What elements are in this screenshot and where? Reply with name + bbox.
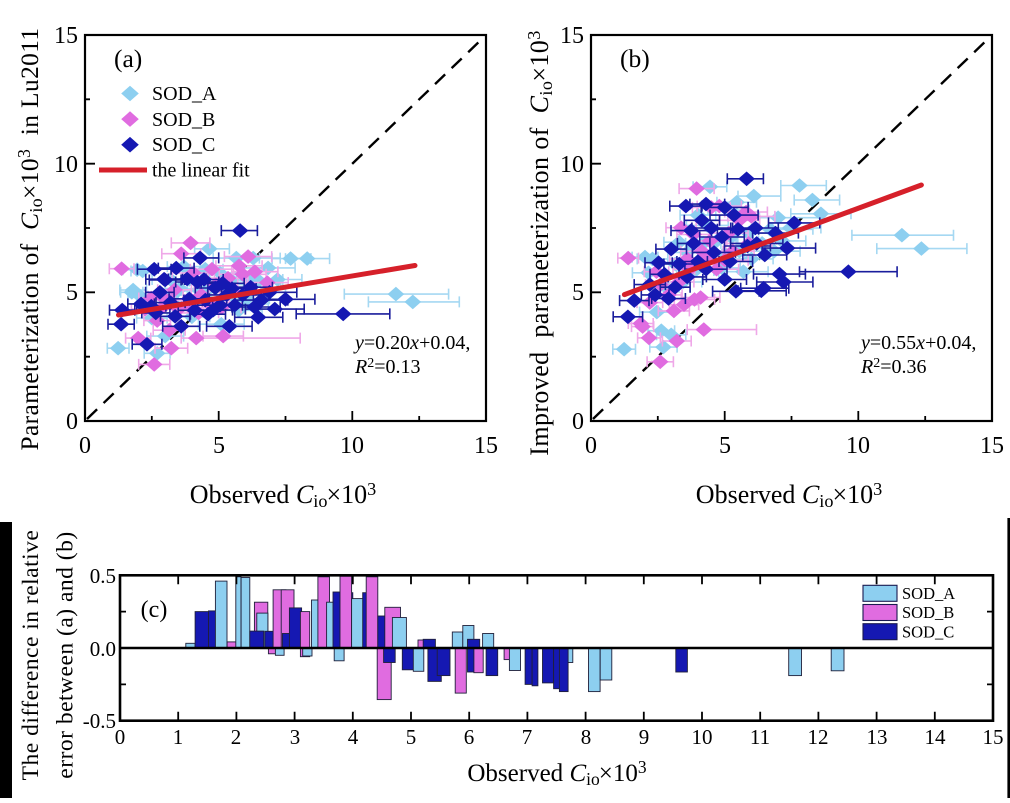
svg-text:error between (a) and (b): error between (a) and (b): [53, 531, 79, 778]
svg-text:5: 5: [719, 433, 731, 459]
svg-text:the linear fit: the linear fit: [152, 160, 250, 182]
svg-text:SOD_B: SOD_B: [152, 109, 215, 131]
svg-text:10: 10: [846, 433, 870, 459]
svg-text:(c): (c): [141, 597, 168, 623]
svg-text:8: 8: [581, 725, 592, 749]
svg-text:15: 15: [560, 23, 584, 49]
svg-text:12: 12: [808, 725, 829, 749]
svg-text:5: 5: [406, 725, 417, 749]
svg-text:Parameterization of Cio×103​: Parameterization of Cio×103​ in Lu2011: [14, 27, 46, 450]
svg-text:5: 5: [213, 433, 225, 459]
svg-text:6: 6: [464, 725, 475, 749]
svg-text:7: 7: [522, 725, 533, 749]
svg-text:11: 11: [750, 725, 770, 749]
svg-text:Improved parameterization of: Improved parameterization of Cio×103​: [524, 30, 556, 455]
svg-text:10: 10: [692, 725, 713, 749]
svg-text:-0.5: -0.5: [83, 709, 116, 733]
svg-text:0: 0: [585, 433, 597, 459]
svg-text:4: 4: [348, 725, 359, 749]
svg-text:13: 13: [867, 725, 888, 749]
svg-text:10: 10: [54, 152, 78, 178]
svg-text:5: 5: [572, 280, 584, 306]
svg-text:SOD_A: SOD_A: [152, 83, 217, 105]
svg-text:2: 2: [231, 725, 242, 749]
svg-text:The difference in relative: The difference in relative: [18, 530, 44, 781]
svg-text:SOD_B: SOD_B: [902, 603, 954, 622]
svg-text:3: 3: [290, 725, 301, 749]
svg-text:0.0: 0.0: [90, 637, 116, 661]
svg-text:y=0.20x+0.04,: y=0.20x+0.04,: [353, 332, 470, 354]
svg-text:15: 15: [983, 725, 1004, 749]
svg-text:15: 15: [474, 433, 498, 459]
svg-text:0: 0: [79, 433, 91, 459]
svg-text:1: 1: [173, 725, 184, 749]
svg-text:Observed Cio×103​: Observed Cio×103​: [190, 479, 376, 511]
svg-text:0: 0: [66, 409, 78, 435]
svg-text:SOD_C: SOD_C: [902, 622, 954, 641]
svg-text:0: 0: [115, 725, 126, 749]
svg-text:y=0.55x+0.04,: y=0.55x+0.04,: [859, 332, 976, 354]
svg-text:(a): (a): [114, 44, 142, 73]
svg-text:15: 15: [980, 433, 1004, 459]
svg-text:15: 15: [54, 23, 78, 49]
svg-text:R2=0.36: R2=0.36: [860, 356, 927, 378]
svg-text:Observed Cio×103​: Observed Cio×103​: [467, 757, 646, 789]
svg-text:0.5: 0.5: [90, 564, 116, 588]
svg-text:9: 9: [639, 725, 650, 749]
svg-text:R2=0.13: R2=0.13: [354, 356, 421, 378]
svg-text:SOD_C: SOD_C: [152, 134, 215, 156]
svg-text:14: 14: [925, 725, 947, 749]
svg-text:5: 5: [66, 280, 78, 306]
svg-text:SOD_A: SOD_A: [902, 584, 955, 603]
svg-text:10: 10: [340, 433, 364, 459]
svg-text:Observed Cio×103​: Observed Cio×103​: [696, 479, 882, 511]
svg-text:0: 0: [572, 409, 584, 435]
svg-text:(b): (b): [620, 44, 650, 73]
svg-text:10: 10: [560, 152, 584, 178]
